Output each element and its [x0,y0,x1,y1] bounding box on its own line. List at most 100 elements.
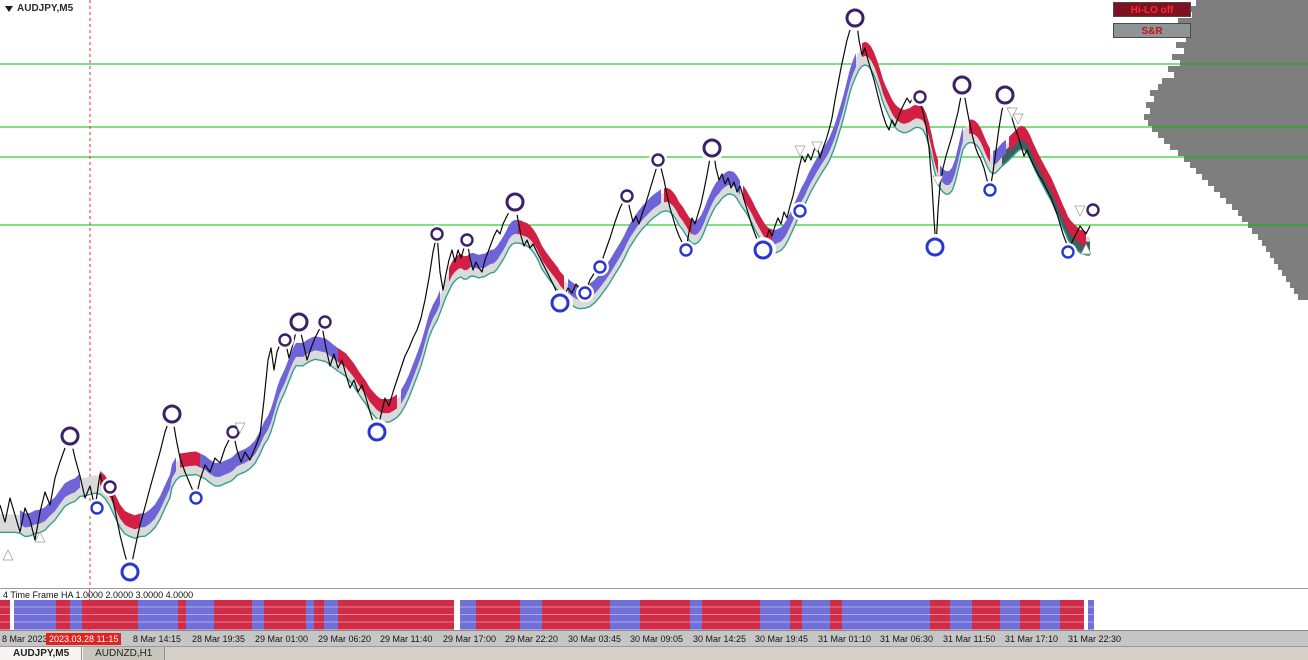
swing-low-marker[interactable] [981,181,999,199]
swing-high-marker[interactable] [428,225,446,243]
ma-ribbon-red [180,451,200,468]
chart-tab-bar: AUDJPY,M5 AUDNZD,H1 [0,646,1308,660]
swing-high-marker[interactable] [1084,201,1102,219]
time-axis-label: 31 Mar 22:30 [1068,634,1122,644]
swing-high-marker[interactable] [316,313,334,331]
down-arrow-marker[interactable] [1006,107,1018,119]
time-axis-label: 29 Mar 06:20 [318,634,372,644]
price-chart-canvas[interactable] [0,0,1308,588]
htf-ha-bar [56,600,70,630]
swing-low-marker[interactable] [591,258,609,276]
ma-ribbon-blue [993,139,1006,165]
swing-low-marker[interactable] [88,499,106,517]
htf-ha-bar [476,600,520,630]
symbol-dropdown-icon[interactable] [5,5,13,12]
down-arrow-marker[interactable] [1074,205,1086,217]
time-axis-label: 28 Mar 19:35 [192,634,246,644]
down-arrow-marker[interactable] [794,145,806,157]
swing-high-marker[interactable] [159,401,185,427]
time-axis-label: 30 Mar 03:45 [568,634,622,644]
ma-ribbon-blue [692,171,740,236]
ma-ribbon-blue [568,189,661,300]
down-arrow-marker[interactable] [234,422,246,434]
time-axis-label: 29 Mar 22:20 [505,634,559,644]
htf-ha-bar [324,600,338,630]
htf-ha-bar [610,600,640,630]
time-axis[interactable]: 8 Mar 2023 8 Mar 14:15 28 Mar 19:35 29 Mar … [0,630,1308,646]
swing-low-marker[interactable] [1059,243,1077,261]
htf-ha-bar [640,600,690,630]
htf-ha-bar [138,600,178,630]
ma-ribbon-blue [140,457,176,528]
htf-ha-bar [802,600,830,630]
swing-high-marker[interactable] [992,82,1018,108]
swing-low-marker[interactable] [117,559,143,585]
htf-ha-bar [14,600,56,630]
down-arrow-marker[interactable] [811,141,823,153]
htf-ha-bar [306,600,314,630]
time-axis-label: 31 Mar 06:30 [880,634,934,644]
htf-ha-bar [1060,600,1084,630]
ma-ribbon-blue [772,53,856,245]
up-arrow-marker[interactable] [1080,243,1092,255]
swing-high-marker[interactable] [502,189,528,215]
htf-stripe-band [0,600,1308,630]
swing-high-marker[interactable] [949,72,975,98]
ma-ribbon-red [518,220,564,290]
htf-ha-bar [252,600,264,630]
swing-high-marker[interactable] [101,478,119,496]
ma-ribbon-red [664,187,692,235]
swing-high-marker[interactable] [842,5,868,31]
swing-low-marker[interactable] [547,290,573,316]
swing-high-marker[interactable] [911,88,929,106]
up-arrow-marker[interactable] [34,531,46,543]
swing-low-marker[interactable] [187,489,205,507]
htf-indicator-pane[interactable]: 4 Time Frame HA 1.0000 2.0000 3.0000 4.0… [0,588,1308,631]
ma-ribbon-red [862,41,938,175]
down-arrow-marker[interactable] [1012,113,1024,125]
sr-toggle-button[interactable]: S&R [1113,23,1191,38]
swing-high-marker[interactable] [57,423,83,449]
swing-high-marker[interactable] [286,309,312,335]
htf-ha-bar [972,600,1000,630]
swing-low-marker[interactable] [576,284,594,302]
htf-ha-bar [70,600,82,630]
htf-ha-bar [520,600,542,630]
time-axis-label: 30 Mar 19:45 [755,634,809,644]
swing-high-marker[interactable] [276,331,294,349]
swing-low-marker[interactable] [677,241,695,259]
ma-ribbon-blue [940,126,963,186]
ma-ribbon-blue [401,290,440,404]
htf-ha-bar [930,600,950,630]
swing-low-marker[interactable] [791,202,809,220]
htf-ha-bar [338,600,454,630]
htf-ha-bar [690,600,702,630]
htf-ha-bar [830,600,842,630]
symbol-title: AUDJPY,M5 [17,3,74,14]
htf-ha-bar [1088,600,1094,630]
htf-ha-bar [178,600,186,630]
time-axis-label: 31 Mar 11:50 [943,634,996,644]
tab-audjpy-m5[interactable]: AUDJPY,M5 [0,647,83,660]
swing-high-marker[interactable] [699,135,725,161]
chart-symbol-label: AUDJPY,M5 [5,3,73,14]
htf-ha-bar [1020,600,1040,630]
htf-ha-bar [454,600,460,630]
down-arrow-marker[interactable] [932,175,944,187]
swing-high-marker[interactable] [458,231,476,249]
htf-ha-bar [214,600,252,630]
htf-ha-bar [186,600,214,630]
swing-low-marker[interactable] [922,234,948,260]
htf-ha-bar [460,600,476,630]
htf-ha-bar [1084,600,1088,630]
swing-high-marker[interactable] [618,187,636,205]
tab-audnzd-h1[interactable]: AUDNZD,H1 [82,647,166,660]
hi-lo-toggle-button[interactable]: Hi-LO off [1113,2,1191,17]
ma-ribbon-red [969,119,990,163]
swing-high-marker[interactable] [649,151,667,169]
htf-ha-bar [10,600,14,630]
up-arrow-marker[interactable] [2,549,14,561]
swing-low-marker[interactable] [750,237,776,263]
swing-low-marker[interactable] [364,419,390,445]
